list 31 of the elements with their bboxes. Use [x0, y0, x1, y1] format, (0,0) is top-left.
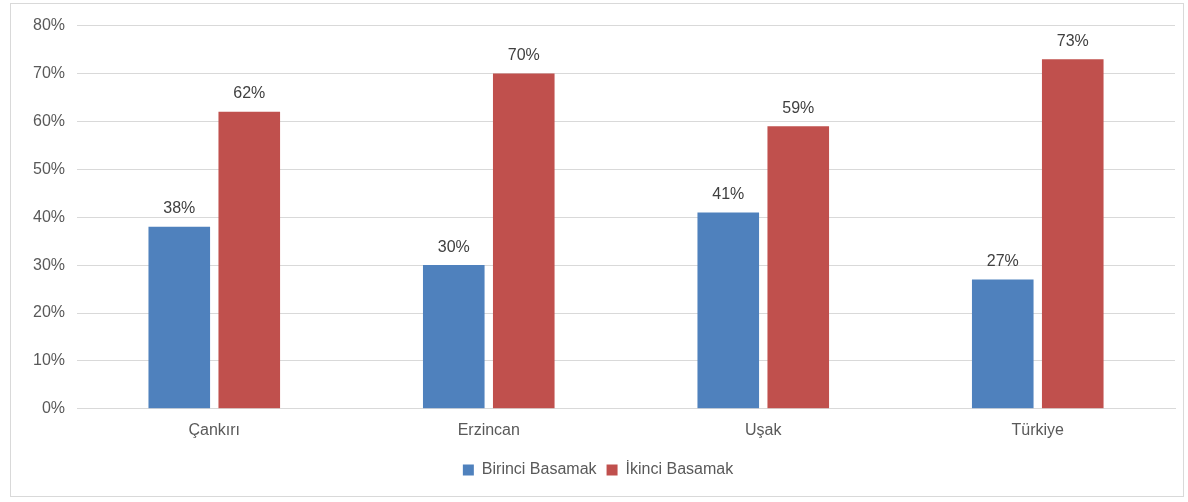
- y-tick-label: 40%: [32, 207, 66, 225]
- legend-label: Birinci Basamak: [481, 460, 598, 478]
- bar: [422, 265, 485, 409]
- x-tick-label: Uşak: [745, 420, 783, 438]
- y-tick-label: 30%: [32, 255, 66, 273]
- y-tick-label: 10%: [32, 351, 66, 369]
- data-label: 38%: [163, 199, 196, 217]
- y-tick-label: 50%: [32, 159, 66, 177]
- bar: [767, 126, 830, 409]
- data-label: 62%: [233, 84, 266, 102]
- legend-label: İkinci Basamak: [625, 459, 735, 478]
- x-tick-label: Erzincan: [457, 420, 520, 438]
- x-tick-label: Çankırı: [188, 420, 241, 438]
- y-tick-label: 60%: [32, 111, 66, 129]
- y-tick-label: 70%: [32, 63, 66, 81]
- data-label: 73%: [1056, 31, 1089, 49]
- bar: [218, 111, 281, 409]
- x-tick-label: Türkiye: [1011, 420, 1065, 438]
- bar: [492, 73, 555, 409]
- data-label: 59%: [782, 98, 815, 116]
- y-tick-label: 0%: [41, 399, 66, 417]
- data-label: 27%: [986, 251, 1019, 269]
- bar: [697, 212, 760, 409]
- bar: [148, 226, 211, 409]
- bar: [1041, 59, 1104, 409]
- data-label: 70%: [507, 45, 540, 63]
- data-label: 41%: [712, 184, 745, 202]
- y-tick-label: 20%: [32, 303, 66, 321]
- bar: [971, 279, 1034, 409]
- y-tick-label: 80%: [32, 16, 66, 34]
- data-label: 30%: [437, 237, 470, 255]
